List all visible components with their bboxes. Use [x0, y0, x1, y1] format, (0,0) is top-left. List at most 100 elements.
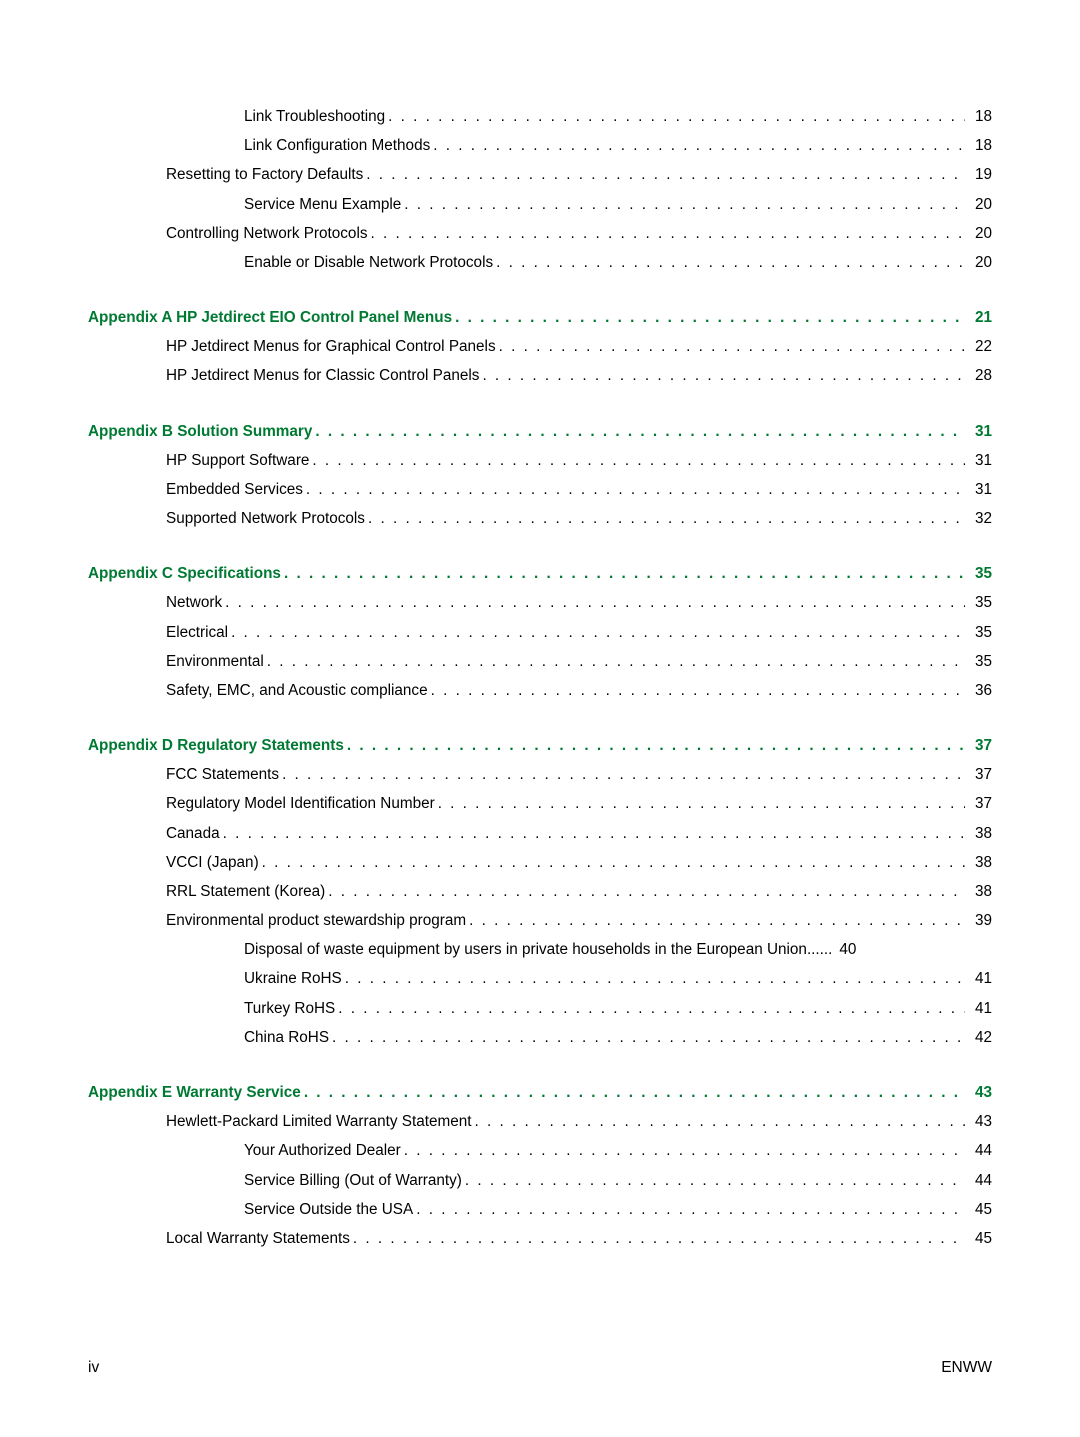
- section-gap: [88, 283, 992, 309]
- toc-page: 41: [968, 1000, 992, 1018]
- toc-label: Service Billing (Out of Warranty): [244, 1172, 462, 1190]
- toc-leader: . . . . . . . . . . . . . . . . . . . . …: [499, 338, 965, 356]
- toc-entry: FCC Statements . . . . . . . . . . . . .…: [88, 766, 992, 784]
- toc-entry: Regulatory Model Identification Number .…: [88, 795, 992, 813]
- toc-leader: . . . . . . . . . . . . . . . . . . . . …: [306, 481, 965, 499]
- toc-page: 37: [968, 737, 992, 755]
- toc-leader: . . . . . . . . . . . . . . . . . . . . …: [338, 1000, 965, 1018]
- toc-entry: Safety, EMC, and Acoustic compliance . .…: [88, 682, 992, 700]
- toc-entry: Environmental product stewardship progra…: [88, 912, 992, 930]
- toc-page: 44: [968, 1172, 992, 1190]
- toc-page: 38: [968, 854, 992, 872]
- toc-leader: . . . . . . . . . . . . . . . . . . . . …: [438, 795, 965, 813]
- toc-page: 31: [968, 423, 992, 441]
- toc-entry: Local Warranty Statements . . . . . . . …: [88, 1230, 992, 1248]
- toc-leader: . . . . . . . . . . . . . . . . . . . . …: [496, 254, 965, 272]
- toc-page: 43: [968, 1113, 992, 1131]
- toc-page: 41: [968, 970, 992, 988]
- toc-leader: . . . . . . . . . . . . . . . . . . . . …: [366, 166, 965, 184]
- toc-entry: Enable or Disable Network Protocols . . …: [88, 254, 992, 272]
- toc-leader: . . . . . . . . . . . . . . . . . . . . …: [469, 912, 965, 930]
- toc-leader: . . . . . . . . . . . . . . . . . . . . …: [312, 452, 965, 470]
- toc-label: Link Configuration Methods: [244, 137, 430, 155]
- toc-leader: . . . . . . . . . . . . . . . . . . . . …: [347, 737, 965, 755]
- toc-entry: Network . . . . . . . . . . . . . . . . …: [88, 594, 992, 612]
- toc-entry: Service Billing (Out of Warranty) . . . …: [88, 1172, 992, 1190]
- toc-label: Your Authorized Dealer: [244, 1142, 401, 1160]
- toc-label: Appendix D Regulatory Statements: [88, 737, 344, 755]
- toc-leader: . . . . . . . . . . . . . . . . . . . . …: [474, 1113, 965, 1131]
- toc-leader: . . . . . . . . . . . . . . . . . . . . …: [304, 1084, 965, 1102]
- toc-label: Controlling Network Protocols: [166, 225, 368, 243]
- toc-entry: Ukraine RoHS . . . . . . . . . . . . . .…: [88, 970, 992, 988]
- toc-page: 40: [832, 941, 856, 959]
- toc-entry: Service Outside the USA . . . . . . . . …: [88, 1201, 992, 1219]
- toc-page: 37: [968, 795, 992, 813]
- toc-page: 20: [968, 225, 992, 243]
- toc-leader: . . . . . . . . . . . . . . . . . . . . …: [328, 883, 965, 901]
- toc-entry: Supported Network Protocols . . . . . . …: [88, 510, 992, 528]
- toc-page: 19: [968, 166, 992, 184]
- toc-page: 45: [968, 1230, 992, 1248]
- toc-leader: . . . . . . . . . . . . . . . . . . . . …: [371, 225, 966, 243]
- toc-entry: Controlling Network Protocols . . . . . …: [88, 225, 992, 243]
- toc-entry: HP Jetdirect Menus for Graphical Control…: [88, 338, 992, 356]
- toc-leader: . . . . . . . . . . . . . . . . . . . . …: [404, 196, 965, 214]
- toc-page: 32: [968, 510, 992, 528]
- toc-leader: . . . . . . . . . . . . . . . . . . . . …: [368, 510, 965, 528]
- toc-label: Embedded Services: [166, 481, 303, 499]
- toc-label: Appendix B Solution Summary: [88, 423, 312, 441]
- toc-label: Turkey RoHS: [244, 1000, 335, 1018]
- section-gap: [88, 1058, 992, 1084]
- toc-label: Environmental product stewardship progra…: [166, 912, 466, 930]
- toc-label: Resetting to Factory Defaults: [166, 166, 363, 184]
- toc-leader: . . . . . . . . . . . . . . . . . . . . …: [282, 766, 965, 784]
- toc-label: RRL Statement (Korea): [166, 883, 325, 901]
- toc-leader: . . . . . . . . . . . . . . . . . . . . …: [284, 565, 965, 583]
- toc-label: Safety, EMC, and Acoustic compliance: [166, 682, 428, 700]
- page-footer: iv ENWW: [88, 1359, 992, 1377]
- toc-page: 36: [968, 682, 992, 700]
- toc-leader: . . . . . . . . . . . . . . . . . . . . …: [465, 1172, 965, 1190]
- toc-page: 42: [968, 1029, 992, 1047]
- toc-leader: . . . . . . . . . . . . . . . . . . . . …: [388, 108, 965, 126]
- toc-page: 31: [968, 481, 992, 499]
- toc-leader: . . . . . . . . . . . . . . . . . . . . …: [416, 1201, 965, 1219]
- toc-page: 28: [968, 367, 992, 385]
- toc-page: 38: [968, 825, 992, 843]
- footer-label: ENWW: [941, 1359, 992, 1377]
- toc-label: Network: [166, 594, 222, 612]
- toc-leader: . . . . . . . . . . . . . . . . . . . . …: [345, 970, 965, 988]
- toc-entry: Electrical . . . . . . . . . . . . . . .…: [88, 624, 992, 642]
- toc-label: China RoHS: [244, 1029, 329, 1047]
- toc-heading: Appendix C Specifications . . . . . . . …: [88, 565, 992, 583]
- toc-page: 39: [968, 912, 992, 930]
- toc-entry: Your Authorized Dealer . . . . . . . . .…: [88, 1142, 992, 1160]
- toc-label: HP Support Software: [166, 452, 309, 470]
- toc-label: Local Warranty Statements: [166, 1230, 350, 1248]
- toc-label: HP Jetdirect Menus for Graphical Control…: [166, 338, 496, 356]
- toc-entry: Link Troubleshooting . . . . . . . . . .…: [88, 108, 992, 126]
- toc-label: Enable or Disable Network Protocols: [244, 254, 493, 272]
- toc-label: Link Troubleshooting: [244, 108, 385, 126]
- toc-leader: . . . . . . . . . . . . . . . . . . . . …: [223, 825, 965, 843]
- toc-label: Service Menu Example: [244, 196, 401, 214]
- section-gap: [88, 711, 992, 737]
- toc-label: Appendix E Warranty Service: [88, 1084, 301, 1102]
- toc-entry: Turkey RoHS . . . . . . . . . . . . . . …: [88, 1000, 992, 1018]
- toc-label: Electrical: [166, 624, 228, 642]
- toc-leader: . . . . . . . . . . . . . . . . . . . . …: [262, 854, 965, 872]
- toc-entry: China RoHS . . . . . . . . . . . . . . .…: [88, 1029, 992, 1047]
- toc-label: Regulatory Model Identification Number: [166, 795, 435, 813]
- toc-entry: Service Menu Example . . . . . . . . . .…: [88, 196, 992, 214]
- footer-page-number: iv: [88, 1359, 99, 1377]
- toc-entry: Hewlett-Packard Limited Warranty Stateme…: [88, 1113, 992, 1131]
- toc-page: 18: [968, 108, 992, 126]
- toc-label: VCCI (Japan): [166, 854, 259, 872]
- toc-leader: . . . . . . . . . . . . . . . . . . . . …: [433, 137, 965, 155]
- toc-entry: Link Configuration Methods . . . . . . .…: [88, 137, 992, 155]
- toc-leader: . . . . . . . . . . . . . . . . . . . . …: [455, 309, 965, 327]
- toc-page: 35: [968, 565, 992, 583]
- toc-page: 20: [968, 254, 992, 272]
- toc-label: Canada: [166, 825, 220, 843]
